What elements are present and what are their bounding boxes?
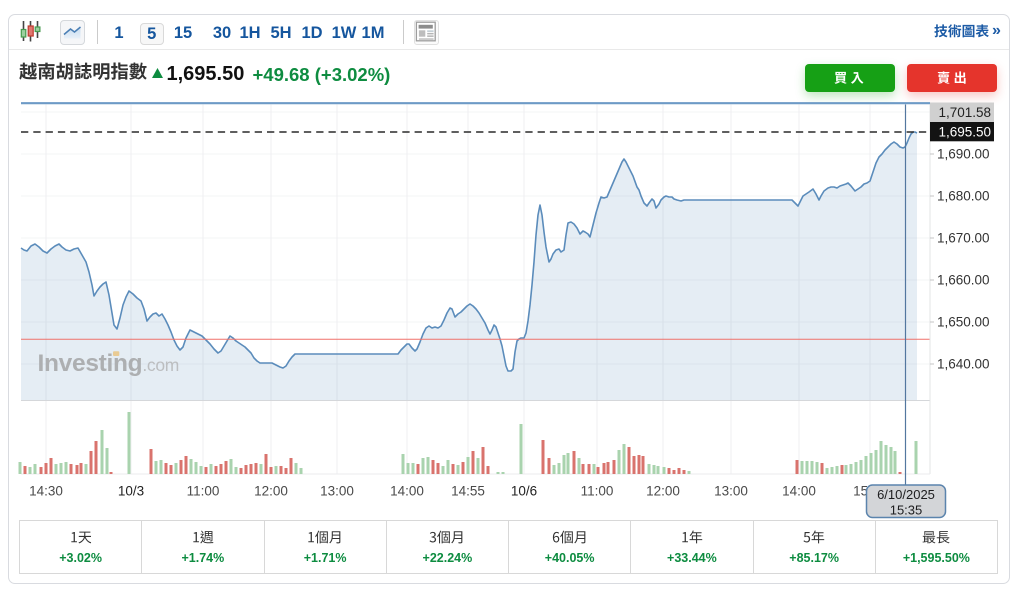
svg-text:12:00: 12:00 [646, 484, 680, 499]
svg-text:Investing.com: Investing.com [38, 350, 180, 377]
svg-text:12:00: 12:00 [254, 484, 288, 499]
svg-text:1,690.00: 1,690.00 [937, 147, 990, 162]
svg-text:1,660.00: 1,660.00 [937, 273, 990, 288]
svg-text:1,701.58: 1,701.58 [939, 105, 992, 120]
svg-text:1,695.50: 1,695.50 [939, 124, 992, 139]
svg-text:14:30: 14:30 [29, 484, 63, 499]
svg-text:11:00: 11:00 [187, 484, 220, 499]
svg-text:6/10/2025: 6/10/2025 [877, 487, 935, 502]
svg-text:1,670.00: 1,670.00 [937, 231, 990, 246]
svg-text:15:35: 15:35 [890, 503, 923, 518]
svg-text:1,680.00: 1,680.00 [937, 189, 990, 204]
svg-text:13:00: 13:00 [320, 484, 354, 499]
svg-text:10/3: 10/3 [118, 484, 144, 499]
svg-text:14:00: 14:00 [782, 484, 816, 499]
svg-text:14:00: 14:00 [390, 484, 424, 499]
svg-text:1,650.00: 1,650.00 [937, 315, 990, 330]
svg-text:14:55: 14:55 [451, 484, 485, 499]
svg-text:1,640.00: 1,640.00 [937, 357, 990, 372]
svg-text:13:00: 13:00 [714, 484, 748, 499]
svg-text:10/6: 10/6 [511, 484, 537, 499]
svg-text:11:00: 11:00 [581, 484, 614, 499]
